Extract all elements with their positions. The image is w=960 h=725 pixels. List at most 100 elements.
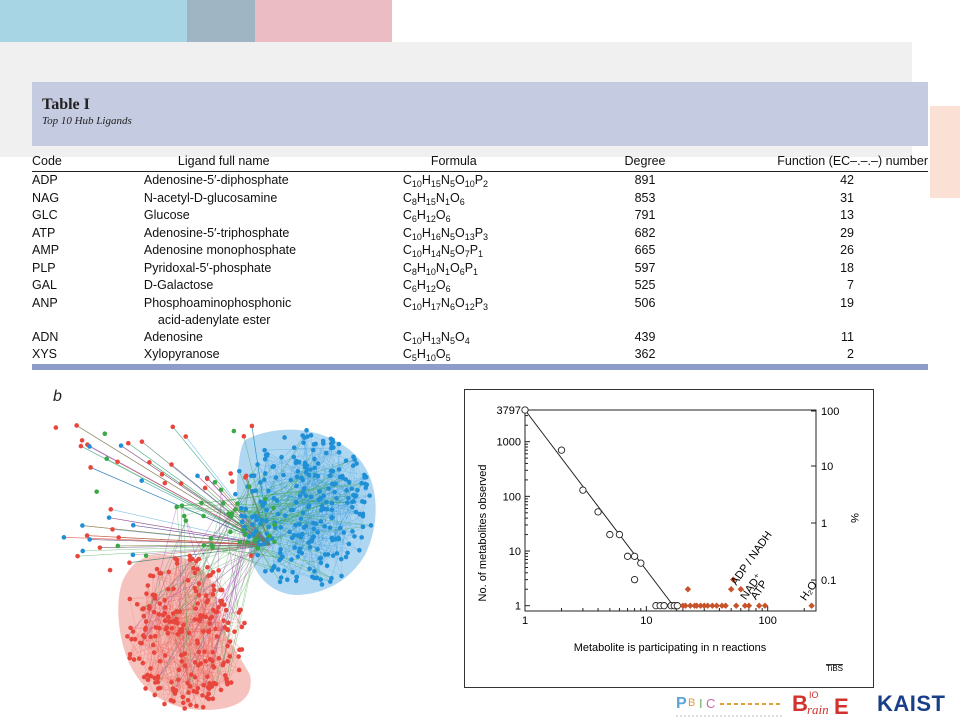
network-node <box>151 593 156 598</box>
network-node <box>215 634 220 639</box>
table-header-row: Code Ligand full name Formula Degree Fun… <box>32 146 928 172</box>
cell-code: ANP <box>32 295 144 329</box>
network-node <box>148 635 153 640</box>
network-node <box>230 511 235 516</box>
network-node <box>195 641 200 646</box>
cell-formula: C8H15N1O6 <box>403 190 581 208</box>
network-node <box>240 625 245 630</box>
network-node <box>167 570 172 575</box>
network-node <box>369 523 374 528</box>
network-node <box>290 570 295 575</box>
network-node <box>169 462 174 467</box>
network-node <box>249 553 254 558</box>
cell-code: PLP <box>32 260 144 278</box>
network-node <box>193 571 198 576</box>
network-node <box>260 504 265 509</box>
network-node <box>262 477 267 482</box>
network-node <box>147 606 152 611</box>
network-node <box>274 475 279 480</box>
network-node <box>282 435 287 440</box>
network-node <box>131 629 136 634</box>
network-node <box>312 457 317 462</box>
network-node <box>337 442 342 447</box>
cell-function: 26 <box>709 242 928 260</box>
network-node <box>250 424 255 429</box>
network-node <box>282 569 287 574</box>
network-node <box>208 616 213 621</box>
network-node <box>330 515 335 520</box>
y2-tick-label: 100 <box>821 406 839 418</box>
network-node <box>210 659 215 664</box>
cell-degree: 791 <box>581 207 709 225</box>
network-node <box>179 653 184 658</box>
network-node <box>147 460 152 465</box>
cell-formula: C10H15N5O10P2 <box>403 172 581 190</box>
cell-formula: C6H12O6 <box>403 277 581 295</box>
cell-name: N-acetyl-D-glucosamine <box>144 190 403 208</box>
network-node <box>158 659 163 664</box>
network-node <box>155 567 160 572</box>
network-node <box>242 434 247 439</box>
network-node <box>216 656 221 661</box>
network-node <box>144 553 149 558</box>
network-node <box>300 551 305 556</box>
svg-text:P: P <box>676 695 687 712</box>
network-node <box>338 526 343 531</box>
network-node <box>163 618 168 623</box>
cell-degree: 682 <box>581 225 709 243</box>
network-node <box>332 490 337 495</box>
network-node <box>170 626 175 631</box>
network-node <box>329 446 334 451</box>
network-node <box>328 473 333 478</box>
cell-name: Adenosine-5′-diphosphate <box>144 172 403 190</box>
network-node <box>254 529 259 534</box>
network-node <box>243 514 248 519</box>
network-node <box>179 659 184 664</box>
network-node <box>354 493 359 498</box>
network-node <box>183 434 188 439</box>
network-node <box>132 657 137 662</box>
x-tick-label: 1 <box>522 615 528 627</box>
network-node <box>193 606 198 611</box>
network-node <box>151 643 156 648</box>
network-node <box>312 576 317 581</box>
cell-function: 31 <box>709 190 928 208</box>
network-node <box>304 524 309 529</box>
network-node <box>237 469 242 474</box>
network-node <box>242 621 247 626</box>
network-node <box>364 483 369 488</box>
network-node <box>252 538 257 543</box>
network-node <box>267 534 272 539</box>
network-node <box>173 691 178 696</box>
network-node <box>163 605 168 610</box>
network-node <box>258 480 263 485</box>
network-node <box>271 464 276 469</box>
network-node <box>255 553 260 558</box>
x-tick-label: 10 <box>640 615 652 627</box>
network-node <box>159 571 164 576</box>
data-point-diamond <box>756 603 762 609</box>
ligand-name: Adenosine monophosphate <box>144 242 403 259</box>
data-point-circle <box>661 603 667 609</box>
network-node <box>139 478 144 483</box>
network-node <box>144 619 149 624</box>
data-point-diamond <box>685 586 691 592</box>
cell-function: 2 <box>709 346 928 364</box>
data-point-circle <box>558 447 564 453</box>
pbic-logo: P B I C <box>676 695 784 716</box>
network-node <box>186 698 191 703</box>
network-node <box>289 478 294 483</box>
network-node <box>297 460 302 465</box>
network-node <box>165 625 170 630</box>
network-node <box>223 673 228 678</box>
y2-tick-label: 1 <box>821 518 827 530</box>
ligand-name: Pyridoxal-5′-phosphate <box>144 260 403 277</box>
network-node <box>320 504 325 509</box>
network-node <box>316 461 321 466</box>
network-node <box>210 546 215 551</box>
network-node <box>292 533 297 538</box>
network-node <box>195 601 200 606</box>
network-node <box>255 462 260 467</box>
